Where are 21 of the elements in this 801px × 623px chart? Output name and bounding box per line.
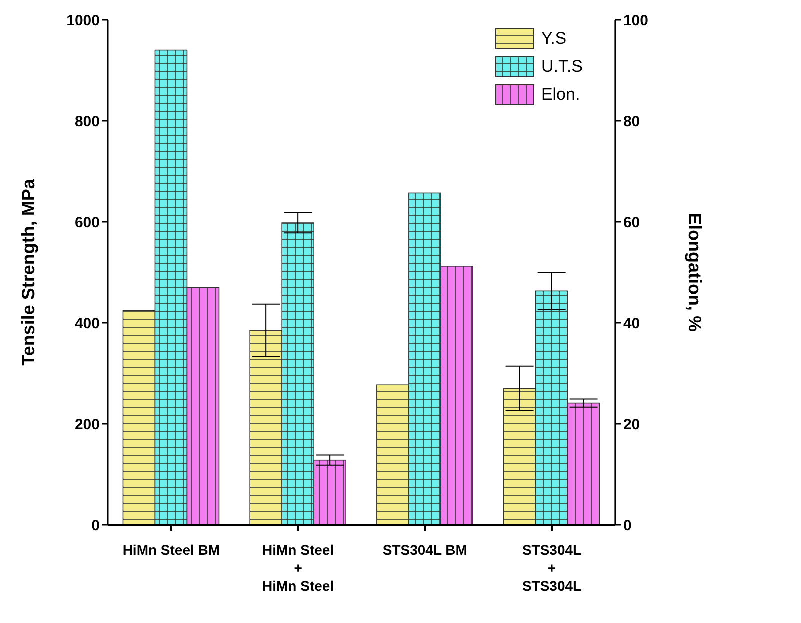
legend-label: U.T.S — [541, 57, 583, 77]
y-tick-label: 200 — [74, 416, 100, 434]
y2-axis-title: Elongation, % — [685, 213, 706, 332]
y-tick-label: 600 — [74, 214, 100, 232]
y-tick-label: 1000 — [66, 12, 100, 30]
y2-tick-label: 60 — [623, 214, 640, 232]
y2-tick-label: 20 — [623, 416, 640, 434]
x-tick-label: STS304L + STS304L — [522, 542, 582, 594]
x-tick-label: STS304L BM — [382, 542, 468, 558]
y-tick-label: 400 — [74, 315, 100, 332]
y2-tick-label: 40 — [623, 315, 640, 332]
x-tick-label: HiMn Steel BM — [122, 542, 220, 558]
x-tick-label: HiMn Steel + HiMn Steel — [262, 542, 334, 594]
legend-label: Y.S — [541, 29, 567, 49]
y2-tick-label: 80 — [623, 113, 640, 130]
legend-label: Elon. — [541, 85, 580, 105]
y2-tick-label: 0 — [623, 517, 632, 534]
y-tick-label: 0 — [92, 517, 100, 534]
y-tick-label: 800 — [74, 113, 100, 130]
y2-tick-label: 100 — [623, 12, 648, 30]
y-axis-title: Tensile Strength, MPa — [18, 178, 38, 366]
